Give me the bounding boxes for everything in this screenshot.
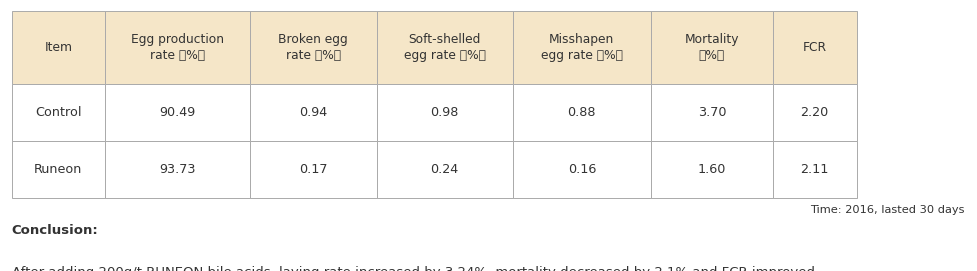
Text: Misshapen
egg rate （%）: Misshapen egg rate （%）: [541, 33, 623, 62]
Bar: [651, 141, 773, 198]
Text: Mortality
（%）: Mortality （%）: [685, 33, 740, 62]
Bar: [773, 141, 857, 198]
Text: 0.94: 0.94: [299, 106, 327, 119]
Bar: [250, 11, 376, 84]
Bar: [773, 84, 857, 141]
Bar: [106, 141, 250, 198]
Bar: [12, 141, 106, 198]
Bar: [773, 11, 857, 84]
Bar: [513, 11, 651, 84]
Text: 93.73: 93.73: [159, 163, 195, 176]
Text: Conclusion:: Conclusion:: [12, 224, 99, 237]
Text: 1.60: 1.60: [698, 163, 726, 176]
Bar: [651, 84, 773, 141]
Text: 90.49: 90.49: [159, 106, 195, 119]
Bar: [513, 141, 651, 198]
Text: 0.16: 0.16: [568, 163, 596, 176]
Bar: [513, 84, 651, 141]
Text: 0.17: 0.17: [299, 163, 327, 176]
Text: 3.70: 3.70: [698, 106, 726, 119]
Text: FCR: FCR: [803, 41, 827, 54]
Text: Broken egg
rate （%）: Broken egg rate （%）: [278, 33, 348, 62]
Bar: [376, 11, 513, 84]
Text: 0.98: 0.98: [431, 106, 459, 119]
Text: Time: 2016, lasted 30 days: Time: 2016, lasted 30 days: [810, 205, 964, 215]
Text: After adding 200g/t RUNEON bile acids, laying rate increased by 3.24%, mortality: After adding 200g/t RUNEON bile acids, l…: [12, 266, 815, 271]
Bar: [250, 141, 376, 198]
Text: Control: Control: [35, 106, 82, 119]
Text: Runeon: Runeon: [34, 163, 83, 176]
Bar: [106, 11, 250, 84]
Text: 0.24: 0.24: [431, 163, 459, 176]
Bar: [12, 84, 106, 141]
Bar: [12, 11, 106, 84]
Text: 2.11: 2.11: [800, 163, 828, 176]
Text: 0.88: 0.88: [568, 106, 596, 119]
Text: Soft-shelled
egg rate （%）: Soft-shelled egg rate （%）: [404, 33, 486, 62]
Text: Item: Item: [44, 41, 72, 54]
Bar: [376, 141, 513, 198]
Text: Egg production
rate （%）: Egg production rate （%）: [131, 33, 224, 62]
Bar: [651, 11, 773, 84]
Bar: [376, 84, 513, 141]
Bar: [250, 84, 376, 141]
Text: 2.20: 2.20: [800, 106, 828, 119]
Bar: [106, 84, 250, 141]
